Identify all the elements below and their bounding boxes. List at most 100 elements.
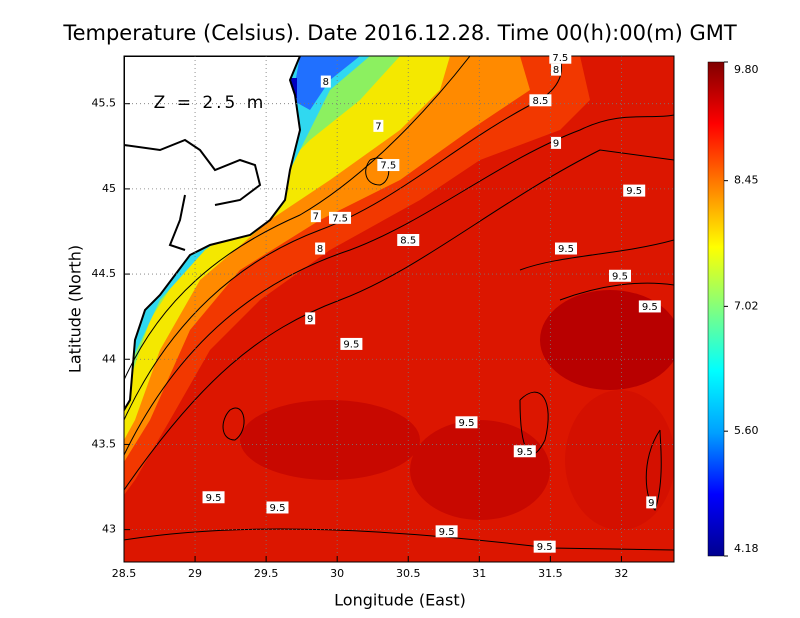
- y-axis-label: Latitude (North): [66, 245, 85, 373]
- y-tick-label: 45.5: [92, 97, 117, 110]
- contour-label-bg: [329, 211, 352, 224]
- warm-patch: [410, 420, 550, 520]
- x-tick-label: 31: [472, 567, 486, 580]
- contour-label-bg: [377, 159, 400, 172]
- contour-label-bg: [638, 300, 661, 313]
- contour-label-text: 9.5: [558, 244, 574, 255]
- contour-label: 9.5: [435, 525, 458, 538]
- contour-label-text: 8: [323, 77, 329, 88]
- contour-label-text: 9.5: [537, 542, 553, 553]
- contour-label-bg: [529, 94, 552, 107]
- contour-label-text: 7.5: [380, 161, 396, 172]
- contour-label: 9: [646, 496, 657, 509]
- contour-label-bg: [455, 416, 478, 429]
- contour-label: 7.5: [377, 159, 400, 172]
- contour-label: 8: [551, 63, 562, 76]
- contour-label: 7.5: [549, 51, 572, 64]
- contour-label-bg: [315, 242, 326, 255]
- contour-label-bg: [549, 51, 572, 64]
- contour-label-text: 8.5: [400, 236, 416, 247]
- contour-label-bg: [551, 63, 562, 76]
- colorbar-tick-label: 4.18: [734, 542, 759, 555]
- contour-label: 9.5: [608, 269, 631, 282]
- warm-patch: [565, 390, 674, 530]
- land: [124, 56, 302, 412]
- contour-label-text: 9.5: [270, 503, 286, 514]
- warm-patch: [540, 290, 674, 390]
- contour-label: 9.5: [455, 416, 478, 429]
- y-tick-label: 43.5: [92, 437, 117, 450]
- y-tick-label: 45: [102, 182, 116, 195]
- x-tick-label: 30: [330, 567, 344, 580]
- contour-label-bg: [340, 337, 363, 350]
- contour-label-bg: [373, 119, 384, 132]
- x-tick-label: 29.5: [254, 567, 279, 580]
- contour-label-bg: [397, 234, 420, 246]
- contour-label-bg: [623, 184, 646, 197]
- x-tick-label: 28.5: [112, 567, 137, 580]
- x-tick-label: 31.5: [538, 567, 563, 580]
- contour-label: 7: [373, 119, 384, 132]
- contour-label-text: 9.5: [343, 339, 359, 350]
- coastline: [124, 138, 262, 251]
- colorbar: [707, 61, 725, 557]
- contour-label: 9.5: [533, 540, 556, 553]
- contour-label-bg: [646, 496, 657, 509]
- contour-label-bg: [202, 491, 225, 504]
- contour-label: 8: [320, 75, 331, 88]
- contour-label: 9.5: [638, 300, 661, 313]
- contour-label-bg: [305, 312, 316, 325]
- contour-label: 9.5: [623, 184, 646, 197]
- contour-label-text: 7: [313, 212, 319, 223]
- x-tick-label: 29: [188, 567, 202, 580]
- contour-label-bg: [533, 540, 556, 553]
- x-tick-label: 32: [614, 567, 628, 580]
- contour-label-bg: [551, 136, 562, 149]
- plot-frame: [123, 55, 675, 563]
- grid: [123, 56, 674, 562]
- contour-label-bg: [513, 445, 536, 458]
- contour-label: 7.5: [329, 211, 352, 224]
- field: [124, 56, 674, 562]
- contour-label: 9.5: [554, 242, 577, 255]
- colorbar-tick-label: 8.45: [734, 174, 759, 187]
- contour-label-text: 7.5: [332, 213, 348, 224]
- depth-annotation: Z = 2.5 m: [154, 93, 267, 113]
- contour-label-text: 9.5: [626, 186, 642, 197]
- colorbar-tick-label: 5.60: [734, 424, 759, 437]
- contour-label: 7: [310, 210, 321, 223]
- contour-label: 9: [305, 312, 316, 325]
- x-axis-label: Longitude (East): [334, 591, 466, 610]
- contour-label: 9.5: [202, 491, 225, 504]
- contour-label-text: 9.5: [642, 302, 658, 313]
- contour-label-bg: [435, 525, 458, 538]
- contour-label: 9.5: [266, 501, 289, 514]
- warm-patch: [240, 400, 420, 480]
- contour-label: 8: [315, 242, 326, 255]
- contour-label-text: 8.5: [532, 96, 548, 107]
- contour-label: 9.5: [513, 445, 536, 458]
- y-tick-label: 44: [102, 352, 116, 365]
- y-tick-label: 43: [102, 523, 116, 536]
- contour-label: 8.5: [397, 234, 420, 247]
- colorbar-tick-label: 9.80: [734, 63, 759, 76]
- contour-label-text: 9: [553, 138, 559, 149]
- y-tick-label: 44.5: [92, 267, 117, 280]
- contour-label-text: 7: [375, 121, 381, 132]
- contour-label-bg: [310, 210, 321, 223]
- contour-label-bg: [608, 269, 631, 282]
- contour-label-text: 9.5: [517, 447, 533, 458]
- contour-label: 8.5: [529, 94, 552, 107]
- contour-label-text: 8: [317, 244, 323, 255]
- contour-label-bg: [320, 75, 331, 88]
- contour-label-text: 9.5: [206, 493, 222, 504]
- contour-label-text: 9: [307, 314, 313, 325]
- colorbar-tick-label: 7.02: [734, 299, 759, 312]
- contour-label-text: 9.5: [459, 418, 475, 429]
- contour-label-text: 9: [648, 498, 654, 509]
- contours: [124, 56, 674, 551]
- contour-label: 9: [551, 136, 562, 149]
- contour-label-text: 9.5: [439, 527, 455, 538]
- contour-label-text: 7.5: [552, 53, 568, 64]
